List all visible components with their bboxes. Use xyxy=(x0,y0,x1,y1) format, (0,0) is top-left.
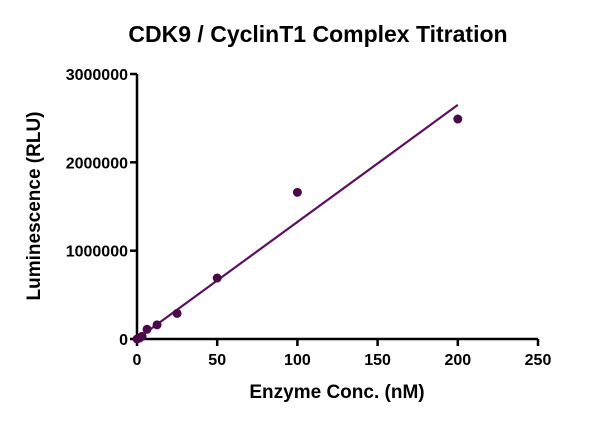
data-point xyxy=(137,331,147,341)
data-point xyxy=(212,273,222,283)
x-axis-label: Enzyme Conc. (nM) xyxy=(249,382,424,403)
y-tick-label: 0 xyxy=(119,332,128,349)
fit-line-group xyxy=(136,104,459,340)
data-points xyxy=(132,114,463,344)
data-point xyxy=(142,324,152,334)
data-point xyxy=(172,308,182,318)
chart-title: CDK9 / CyclinT1 Complex Titration xyxy=(128,21,507,47)
y-tick-label: 3000000 xyxy=(66,67,128,84)
x-tick-label: 150 xyxy=(364,352,391,369)
x-tick-label: 0 xyxy=(133,352,142,369)
y-ticks: 0 1000000 2000000 3000000 xyxy=(66,67,137,349)
data-point xyxy=(292,187,302,197)
y-tick-label: 2000000 xyxy=(66,155,128,172)
data-point xyxy=(152,320,162,330)
y-tick-label: 1000000 xyxy=(66,244,128,261)
x-ticks: 0 50 100 150 200 250 xyxy=(133,339,552,369)
x-tick-label: 50 xyxy=(208,352,226,369)
y-axis-label: Luminescence (RLU) xyxy=(24,112,45,301)
data-point xyxy=(453,114,463,124)
x-tick-label: 100 xyxy=(284,352,311,369)
x-tick-label: 250 xyxy=(525,352,552,369)
plot-area: 0 50 100 150 200 250 0 1000000 2000000 3000000 xyxy=(66,67,552,369)
fit-line xyxy=(136,104,459,340)
x-tick-label: 200 xyxy=(444,352,471,369)
